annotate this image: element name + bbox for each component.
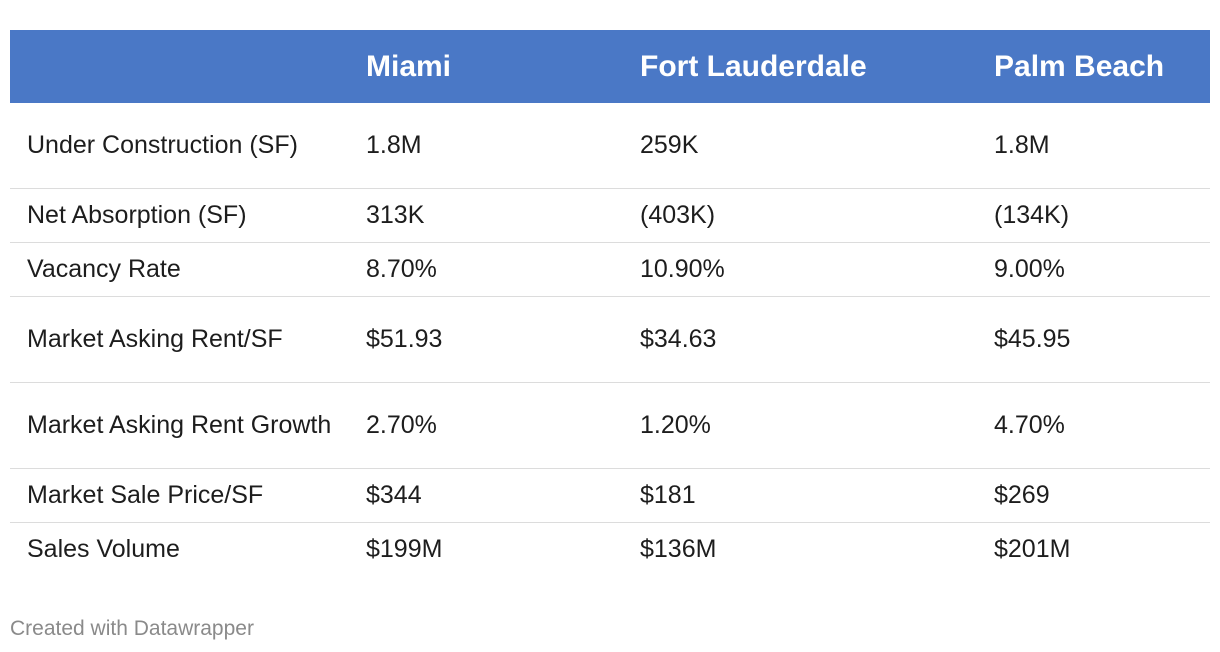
table-row: Market Sale Price/SF $344 $181 $269 [10,468,1210,523]
cell-palm-beach: $201M [994,535,1071,563]
cell-fort-lauderdale: 1.20% [640,382,994,469]
table-row: Under Construction (SF) 1.8M 259K 1.8M [10,103,1210,189]
table-row: Vacancy Rate 8.70% 10.90% 9.00% [10,242,1210,297]
cell-fort-lauderdale: $136M [640,535,717,563]
cell-palm-beach: 9.00% [994,242,1210,297]
cell-miami: 1.8M [366,103,640,189]
header-empty [10,30,366,103]
cell-miami: 2.70% [366,382,640,469]
datawrapper-credit[interactable]: Created with Datawrapper [10,617,254,640]
cell-miami: $199M [366,535,443,563]
cell-palm-beach: 4.70% [994,382,1210,469]
cell-palm-beach: (134K) [994,188,1210,243]
table-row: Sales Volume $199M $136M $201M [10,523,1210,577]
cell-fort-lauderdale: 259K [640,103,994,189]
cell-palm-beach: 1.8M [994,103,1210,189]
cell-palm-beach: $45.95 [994,296,1210,383]
row-label: Market Sale Price/SF [10,468,366,523]
cell-miami: $344 [366,468,640,523]
row-label: Sales Volume [27,535,180,563]
header-fort-lauderdale: Fort Lauderdale [640,49,867,83]
cell-fort-lauderdale: (403K) [640,188,994,243]
table-header-row: Miami Fort Lauderdale Palm Beach [10,30,1210,103]
row-label: Vacancy Rate [10,242,366,297]
cell-miami: 8.70% [366,242,640,297]
cell-fort-lauderdale: $181 [640,468,994,523]
data-table-container: Miami Fort Lauderdale Palm Beach Under C… [10,30,1210,576]
table-row: Market Asking Rent Growth 2.70% 1.20% 4.… [10,382,1210,469]
cell-miami: $51.93 [366,296,640,383]
row-label: Market Asking Rent Growth [10,382,366,469]
row-label: Net Absorption (SF) [10,188,366,243]
table-row: Net Absorption (SF) 313K (403K) (134K) [10,188,1210,243]
row-label: Market Asking Rent/SF [10,296,366,383]
header-miami: Miami [366,49,452,83]
header-palm-beach: Palm Beach [994,49,1165,83]
cell-palm-beach: $269 [994,468,1210,523]
row-label: Under Construction (SF) [10,103,366,189]
table-row: Market Asking Rent/SF $51.93 $34.63 $45.… [10,296,1210,383]
market-comparison-table: Miami Fort Lauderdale Palm Beach Under C… [10,30,1210,576]
cell-miami: 313K [366,188,640,243]
cell-fort-lauderdale: 10.90% [640,242,994,297]
cell-fort-lauderdale: $34.63 [640,296,994,383]
